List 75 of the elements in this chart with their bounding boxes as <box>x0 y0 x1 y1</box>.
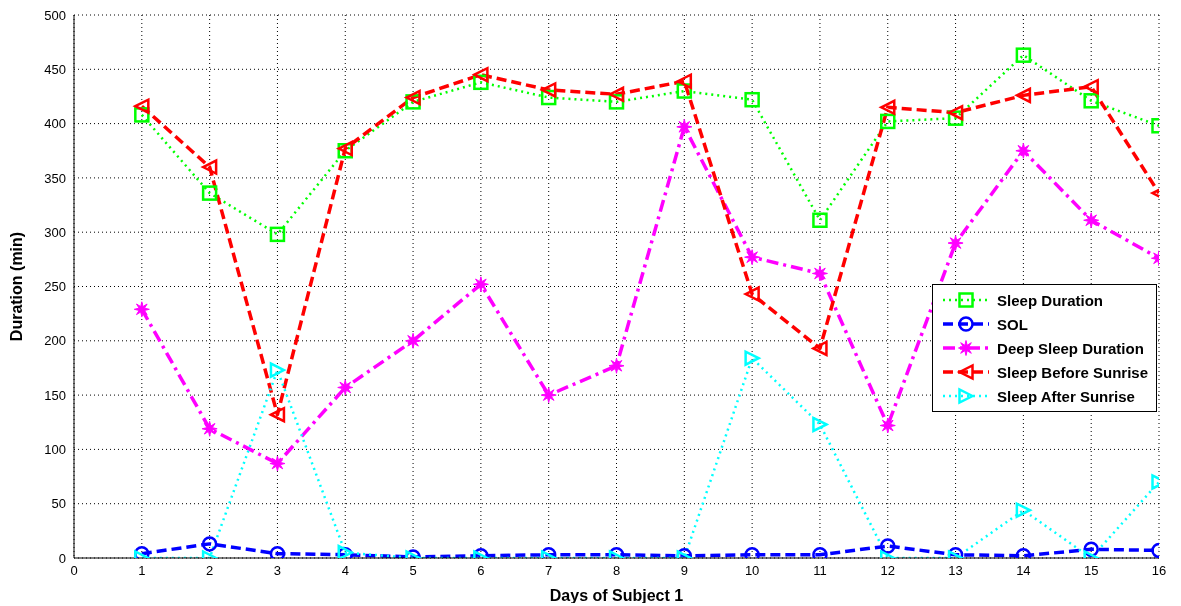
y-axis-title: Duration (min) <box>7 231 25 342</box>
x-tick-label: 4 <box>341 563 349 579</box>
point <box>269 455 286 472</box>
y-tick-label: 450 <box>44 61 66 77</box>
point <box>1015 502 1032 518</box>
point <box>269 362 286 378</box>
point <box>1083 78 1099 95</box>
point <box>1083 212 1100 229</box>
point <box>744 91 760 108</box>
point <box>744 350 760 366</box>
point <box>337 379 354 396</box>
x-tick-label: 16 <box>1151 563 1167 579</box>
point <box>812 416 828 433</box>
x-tick-label: 3 <box>273 563 282 579</box>
point <box>269 226 286 243</box>
point <box>744 286 760 302</box>
point <box>269 406 286 423</box>
point <box>473 66 489 83</box>
legend-label: Deep Sleep Duration <box>997 339 1144 357</box>
point <box>405 332 422 349</box>
point <box>880 99 896 116</box>
point <box>1015 87 1032 104</box>
y-tick-label: 300 <box>44 224 66 240</box>
point <box>947 104 964 121</box>
point <box>269 545 286 558</box>
x-tick-label: 10 <box>744 563 760 579</box>
x-tick-label: 1 <box>138 563 146 579</box>
point <box>811 265 828 282</box>
legend-label: Sleep Duration <box>997 291 1103 309</box>
legend-label: SOL <box>997 315 1028 333</box>
point <box>676 118 693 135</box>
x-tick-label: 13 <box>948 563 963 579</box>
point <box>879 417 896 434</box>
point <box>812 212 828 228</box>
point <box>201 159 218 175</box>
x-tick-label: 7 <box>545 563 553 579</box>
y-tick-label: 100 <box>44 442 66 458</box>
x-tick-label: 0 <box>70 563 78 579</box>
y-tick-label: 400 <box>44 116 66 132</box>
point <box>608 357 625 374</box>
point <box>1015 142 1032 159</box>
point <box>1015 47 1032 63</box>
x-tick-label: 15 <box>1083 563 1099 579</box>
point <box>744 249 761 266</box>
point <box>947 235 964 252</box>
point <box>540 82 557 98</box>
point <box>133 301 150 318</box>
point <box>676 73 693 89</box>
point <box>880 113 896 130</box>
x-tick-label: 11 <box>813 563 827 579</box>
y-tick-label: 250 <box>44 279 66 295</box>
x-tick-label: 6 <box>477 563 485 579</box>
y-tick-label: 350 <box>44 170 66 186</box>
x-tick-label: 2 <box>206 563 214 579</box>
x-tick-label: 9 <box>680 563 688 579</box>
x-tick-label: 5 <box>409 563 417 579</box>
point <box>134 98 150 114</box>
y-tick-label: 150 <box>44 387 66 403</box>
y-tick-label: 200 <box>44 333 66 349</box>
y-tick-label: 0 <box>58 550 66 566</box>
y-tick-label: 50 <box>51 496 66 512</box>
point <box>1083 93 1099 109</box>
legend-label: Sleep Before Sunrise <box>997 363 1148 381</box>
point <box>472 276 489 293</box>
point <box>540 387 557 404</box>
x-tick-label: 12 <box>880 563 895 579</box>
x-tick-label: 14 <box>1016 563 1031 579</box>
point <box>405 89 421 106</box>
point <box>608 86 625 103</box>
point <box>201 420 218 437</box>
point <box>812 340 828 357</box>
x-tick-label: 8 <box>612 563 621 579</box>
y-tick-label: 500 <box>44 7 66 23</box>
legend-label: Sleep After Sunrise <box>997 387 1135 405</box>
point <box>201 185 218 201</box>
